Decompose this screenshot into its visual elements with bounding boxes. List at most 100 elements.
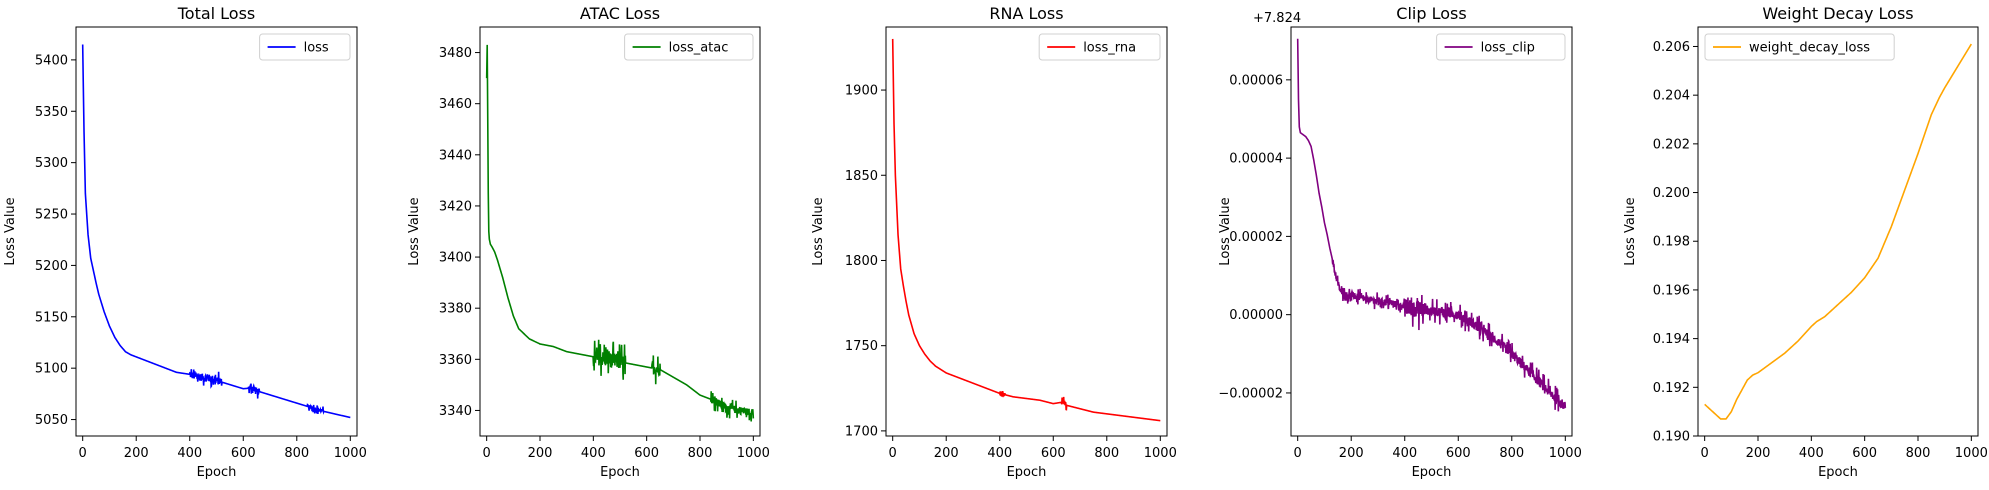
y-tick-label: 0.198 — [1653, 235, 1690, 250]
y-tick-label: 3460 — [439, 97, 472, 112]
y-tick-label: 5050 — [35, 413, 68, 428]
x-tick-label: 600 — [1446, 446, 1471, 461]
x-tick-label: 1000 — [737, 446, 770, 461]
axes-frame — [75, 26, 358, 437]
y-tick-label: 1800 — [845, 254, 878, 269]
legend-box — [1436, 33, 1566, 61]
x-axis-label: Epoch — [1412, 465, 1452, 480]
legend: loss_atac — [624, 33, 754, 61]
legend-box — [259, 33, 351, 61]
y-axis-label: Loss Value — [811, 197, 826, 265]
x-tick-label: 200 — [528, 446, 553, 461]
y-tick-label: 0.00002 — [1229, 230, 1283, 245]
x-tick-label: 1000 — [334, 446, 367, 461]
y-tick-label: 3360 — [439, 353, 472, 368]
x-tick-label: 0 — [1701, 446, 1709, 461]
chart-title: ATAC Loss — [580, 4, 660, 23]
x-tick-label: 200 — [124, 446, 149, 461]
y-tick-label: 3340 — [439, 404, 472, 419]
subplot-5: 0 200 400 600 800 1000 0.190 0.192 0.194 0.196 0.1… — [1623, 4, 1988, 480]
legend-entry: loss_clip — [1481, 41, 1535, 56]
legend-entry: weight_decay_loss — [1749, 41, 1870, 56]
x-tick-label: 800 — [688, 446, 713, 461]
y-tick-label: 0.206 — [1653, 40, 1690, 55]
y-tick-label: 0.202 — [1653, 137, 1690, 152]
x-tick-label: 400 — [1799, 446, 1824, 461]
y-tick-label: 5300 — [35, 156, 68, 171]
subplot-4: 0 200 400 600 800 1000 −0.00002 0.00000 0.00002 0… — [1218, 4, 1582, 480]
series-line-loss_clip — [1296, 38, 1567, 412]
y-tick-label: 0.00004 — [1229, 152, 1283, 167]
x-tick-label: 1000 — [1144, 446, 1177, 461]
x-tick-label: 600 — [634, 446, 659, 461]
axes-frame — [885, 26, 1168, 437]
y-tick-label: 3400 — [439, 251, 472, 266]
y-tick-label: 1750 — [845, 339, 878, 354]
series-line-loss_atac — [485, 44, 755, 422]
axes-frame — [479, 26, 761, 437]
x-axis-label: Epoch — [1007, 465, 1047, 480]
y-tick-label: 3480 — [439, 46, 472, 61]
legend-entry: loss_atac — [669, 41, 729, 56]
x-tick-label: 400 — [177, 446, 202, 461]
x-axis-label: Epoch — [197, 465, 237, 480]
x-tick-label: 600 — [1852, 446, 1877, 461]
legend-entry: loss — [304, 41, 329, 56]
y-tick-label: 0.196 — [1653, 283, 1690, 298]
x-tick-label: 400 — [1392, 446, 1417, 461]
x-tick-label: 200 — [934, 446, 959, 461]
y-tick-label: 0.00000 — [1229, 308, 1283, 323]
x-tick-label: 400 — [581, 446, 606, 461]
y-tick-label: 1700 — [845, 424, 878, 439]
chart-title: Total Loss — [177, 4, 256, 23]
x-tick-label: 200 — [1746, 446, 1771, 461]
y-tick-label: 0.00006 — [1229, 73, 1283, 88]
y-tick-label: 3440 — [439, 148, 472, 163]
legend: loss_rna — [1038, 33, 1161, 61]
y-tick-label: 5150 — [35, 310, 68, 325]
x-tick-label: 0 — [1294, 446, 1302, 461]
legend-box — [624, 33, 754, 61]
chart-title: RNA Loss — [989, 4, 1063, 23]
legend-box — [1704, 33, 1895, 61]
y-axis-label: Loss Value — [1623, 197, 1638, 265]
x-tick-label: 600 — [231, 446, 256, 461]
x-tick-label: 600 — [1041, 446, 1066, 461]
x-tick-label: 800 — [1094, 446, 1119, 461]
x-tick-label: 1000 — [1549, 446, 1582, 461]
y-tick-label: 0.190 — [1653, 430, 1690, 445]
y-axis-label: Loss Value — [3, 197, 18, 265]
axes-frame — [1697, 26, 1979, 437]
y-tick-label: 0.204 — [1653, 89, 1690, 104]
y-tick-label: 0.200 — [1653, 186, 1690, 201]
x-tick-label: 800 — [1906, 446, 1931, 461]
x-tick-label: 800 — [1499, 446, 1524, 461]
legend-entry: loss_rna — [1083, 41, 1136, 56]
y-axis-label: Loss Value — [1218, 197, 1233, 265]
x-tick-label: 200 — [1339, 446, 1364, 461]
legend: loss — [259, 33, 351, 61]
legend-box — [1038, 33, 1161, 61]
axes-frame — [1290, 26, 1573, 437]
legend: weight_decay_loss — [1704, 33, 1895, 61]
x-tick-label: 400 — [987, 446, 1012, 461]
y-tick-label: 0.192 — [1653, 381, 1690, 396]
x-axis-label: Epoch — [600, 465, 640, 480]
y-tick-label: 5200 — [35, 259, 68, 274]
y-tick-label: 5250 — [35, 208, 68, 223]
x-tick-label: 0 — [889, 446, 897, 461]
y-tick-label: 1850 — [845, 169, 878, 184]
y-tick-label: 5400 — [35, 53, 68, 68]
y-axis-label: Loss Value — [407, 197, 422, 265]
subplot-3: 0 200 400 600 800 1000 1700 1750 1800 1850 1900 RNA… — [811, 4, 1177, 480]
series-line-loss_rna — [891, 38, 1161, 422]
x-tick-label: 0 — [79, 446, 87, 461]
legend: loss_clip — [1436, 33, 1566, 61]
subplot-1: 0 200 400 600 800 1000 5050 5100 5150 5200 5250 530… — [3, 4, 367, 480]
y-tick-label: −0.00002 — [1218, 386, 1283, 401]
y-tick-label: 5350 — [35, 105, 68, 120]
subplot-2: 0 200 400 600 800 1000 3340 3360 3380 3400 3420 344… — [407, 4, 770, 480]
x-tick-label: 1000 — [1955, 446, 1988, 461]
series-line-weight_decay_loss — [1704, 43, 1973, 420]
